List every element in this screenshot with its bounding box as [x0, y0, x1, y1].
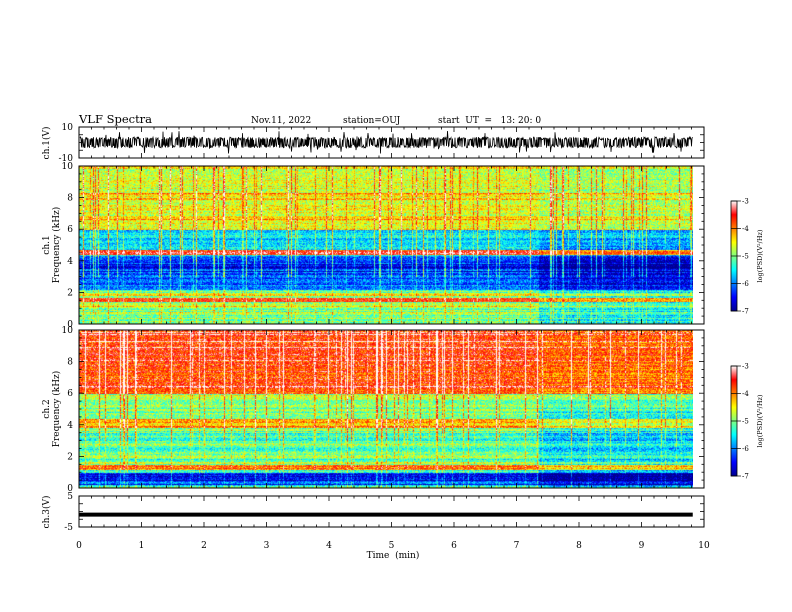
- colorbar-tick-label: -5: [742, 253, 749, 261]
- ch1-ytick-min: -10: [59, 154, 74, 164]
- x-tick-label: 5: [389, 541, 395, 551]
- ch1-waveform-panel: 10 -10 ch.1(V): [41, 123, 705, 164]
- y-tick-label: 4: [67, 257, 73, 267]
- colorbar-tick-label: -6: [742, 280, 749, 288]
- ch1-spectrogram-ylabel-frequency: Frequency (kHz): [51, 207, 62, 284]
- y-tick-label: 4: [67, 421, 73, 431]
- figure-title: VLF Spectra: [78, 112, 152, 126]
- ch1-waveform-ylabel: ch.1(V): [41, 127, 52, 160]
- ch3-ytick-min: -5: [64, 523, 73, 533]
- ch1-spectrogram-heatmap: [79, 166, 693, 324]
- colorbar-tick-label: -3: [742, 363, 749, 371]
- x-tick-label: 10: [698, 541, 710, 551]
- colorbar-tick-label: -4: [742, 390, 749, 398]
- colorbar-tick-label: -4: [742, 225, 749, 233]
- station-label: station=OUJ: [343, 116, 401, 126]
- y-tick-label: 10: [62, 162, 74, 172]
- x-tick-label: 9: [639, 541, 645, 551]
- x-tick-label: 0: [76, 541, 82, 551]
- ch3-waveform-ylabel: ch.3(V): [41, 496, 52, 529]
- y-tick-label: 8: [67, 358, 73, 368]
- x-axis-label: Time (min): [367, 550, 420, 561]
- ch1-colorbar-label: log(PSD)(V²/Hz): [756, 229, 764, 282]
- start-ut-label: start UT = 13: 20: 0: [438, 116, 541, 126]
- colorbar-tick-label: -6: [742, 445, 749, 453]
- ch1-waveform-line: [79, 130, 693, 154]
- colorbar-tick-label: -5: [742, 418, 749, 426]
- y-tick-label: 10: [62, 326, 74, 336]
- ch2-spectrogram-ylabel-channel: ch.2: [42, 399, 52, 418]
- ch2-colorbar-label: log(PSD)(V²/Hz): [756, 394, 764, 447]
- ch3-waveform-panel: 5 -5 ch.3(V): [41, 492, 705, 533]
- ch2-spectrogram-ylabel-frequency: Frequency (kHz): [51, 371, 62, 448]
- y-tick-label: 6: [67, 225, 73, 235]
- colorbar-tick-label: -3: [742, 198, 749, 206]
- y-tick-label: 2: [67, 288, 73, 298]
- ch1-ytick-max: 10: [62, 123, 74, 133]
- x-tick-label: 6: [451, 541, 457, 551]
- date-label: Nov.11, 2022: [251, 116, 311, 126]
- y-tick-label: 0: [67, 320, 73, 330]
- colorbar-tick-label: -7: [742, 473, 749, 481]
- x-tick-label: 2: [201, 541, 207, 551]
- y-tick-label: 2: [67, 452, 73, 462]
- x-tick-label: 8: [576, 541, 582, 551]
- x-tick-label: 4: [326, 541, 332, 551]
- colorbar-tick-label: -7: [742, 308, 749, 316]
- ch3-ytick-max: 5: [67, 492, 73, 502]
- ch1-spectrogram-ylabel-channel: ch.1: [42, 235, 52, 254]
- x-tick-label: 3: [264, 541, 270, 551]
- y-tick-label: 6: [67, 389, 73, 399]
- ch2-spectrogram-heatmap: [79, 330, 693, 488]
- y-tick-label: 8: [67, 194, 73, 204]
- x-tick-label: 1: [139, 541, 145, 551]
- y-tick-label: 0: [67, 484, 73, 494]
- x-tick-label: 7: [514, 541, 520, 551]
